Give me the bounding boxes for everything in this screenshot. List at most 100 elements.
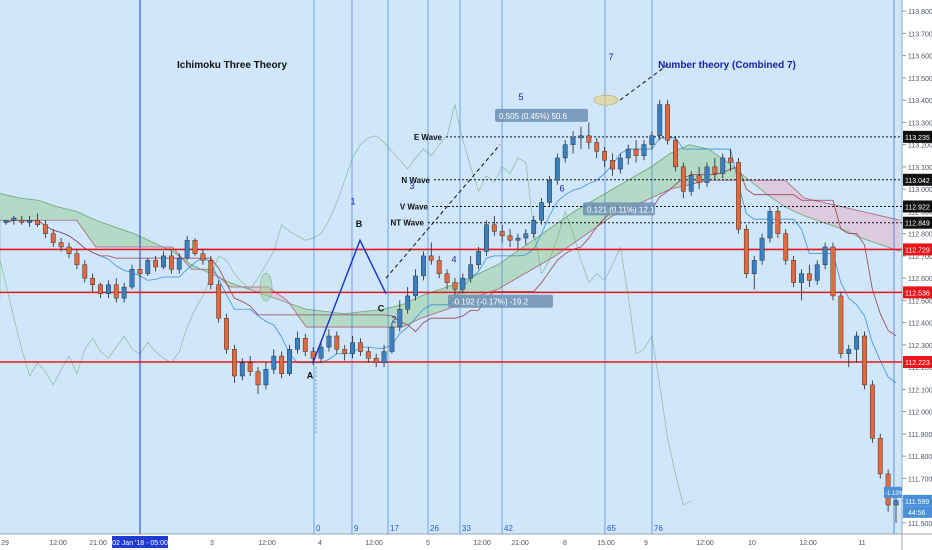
candle-body (365, 351, 371, 359)
candle-body (19, 220, 25, 223)
candle-body (775, 211, 781, 234)
wave-level-name: NT Wave (391, 219, 425, 228)
candle-body (232, 349, 237, 377)
y-tick-label: 113.200 (908, 143, 932, 150)
candle-body (633, 148, 639, 156)
x-tick-label: 5 (426, 540, 430, 547)
candle-body (484, 224, 489, 252)
candle-body (641, 144, 647, 156)
candle-body (247, 362, 253, 372)
candle-body (767, 211, 773, 239)
candle-body (743, 228, 749, 274)
y-tick-label: 111.900 (908, 432, 932, 439)
candle-body (263, 369, 269, 386)
current-price-label: 111.599 (905, 499, 929, 506)
candle-body (515, 237, 521, 241)
x-tick-label: 12:00 (696, 540, 714, 547)
x-tick-label: 12:00 (799, 540, 817, 547)
y-tick-label: 113.700 (908, 31, 932, 38)
ichimoku-cloud-segment (19, 198, 39, 221)
y-tick-label: 111.800 (908, 454, 932, 461)
wave-price-tag (903, 200, 932, 213)
candle-body (161, 255, 166, 268)
measurement-box (448, 294, 553, 308)
candle-body (570, 137, 576, 145)
measurement-box (583, 202, 655, 216)
candle-body (712, 166, 718, 174)
x-tick-label: 21:00 (511, 540, 529, 547)
candle-body (728, 157, 734, 163)
candle-body (822, 246, 828, 265)
candle-body (704, 166, 710, 183)
candle-body (334, 335, 340, 350)
candle-body (869, 384, 875, 439)
candle-body (318, 346, 324, 359)
candle-body (153, 260, 159, 268)
y-tick-label: 113.000 (908, 187, 932, 194)
candle-body (617, 157, 623, 170)
x-tick-label: 02 Jan '18 - 05:00 (112, 540, 168, 547)
candle-body (342, 349, 348, 354)
y-tick-label: 113.100 (908, 165, 932, 172)
candle-body (216, 284, 222, 319)
candle-body (531, 220, 537, 234)
wave-price-label: 112.849 (905, 221, 930, 228)
candle-body (176, 257, 182, 270)
cycle-count-label: 33 (462, 524, 471, 533)
y-tick-label: 112.800 (908, 232, 932, 239)
x-tick-label: 12:00 (473, 540, 491, 547)
candle-body (862, 335, 867, 386)
candle-body (665, 104, 670, 141)
y-tick-label: 113.400 (908, 98, 932, 105)
measurement-box (495, 108, 588, 122)
candle-body (460, 277, 466, 290)
candle-body (476, 251, 481, 265)
candle-body (720, 157, 726, 174)
y-tick-label: 112.000 (908, 410, 932, 417)
y-tick-label: 111.500 (908, 521, 932, 528)
candle-body (854, 335, 860, 350)
candle-body (255, 371, 261, 386)
candle-body (586, 135, 592, 143)
candle-body (287, 349, 292, 375)
wave-level-name: V Wave (400, 202, 429, 211)
candle-body (696, 175, 702, 183)
y-tick-label: 112.300 (908, 343, 932, 350)
candle-body (50, 233, 56, 243)
candle-body (783, 233, 789, 261)
ichimoku-cloud-segment (57, 206, 77, 221)
candle-body (499, 231, 505, 237)
candle-body (594, 142, 600, 152)
candle-body (602, 151, 607, 161)
candle-body (200, 253, 206, 261)
candle-body (444, 273, 450, 283)
level-price-tag (903, 356, 932, 369)
candle-body (389, 326, 395, 352)
x-tick-label: 3 (210, 540, 214, 547)
candle-body (799, 273, 804, 283)
candle-body (657, 104, 663, 136)
kijun-sen-line (5, 166, 897, 337)
cloud-twist-marker (259, 272, 273, 302)
candle-body (468, 264, 474, 279)
candle-body (373, 358, 379, 363)
candle-body (326, 335, 332, 348)
ichimoku-cloud-segment (880, 215, 900, 252)
candle-body (58, 242, 64, 248)
ichimoku-cloud-segment (344, 311, 364, 328)
candle-body (184, 240, 190, 259)
wave-point-label: 7 (608, 52, 613, 62)
candle-body (814, 264, 820, 281)
ichimoku-cloud-segment (497, 251, 518, 290)
cycle-count-label: 0 (316, 524, 321, 533)
ichimoku-cloud-segment (76, 211, 96, 247)
y-tick-label: 112.400 (908, 321, 932, 328)
level-price-label: 112.223 (905, 360, 930, 367)
abc-wave-line (312, 238, 387, 363)
candle-body (302, 338, 308, 352)
wave-point-label: 6 (559, 183, 564, 193)
candle-body (405, 295, 411, 310)
measurement-text: 0.121 (0.11%) 12.1 (587, 205, 655, 214)
